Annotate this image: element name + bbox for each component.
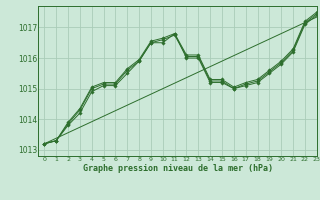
X-axis label: Graphe pression niveau de la mer (hPa): Graphe pression niveau de la mer (hPa) (83, 164, 273, 173)
